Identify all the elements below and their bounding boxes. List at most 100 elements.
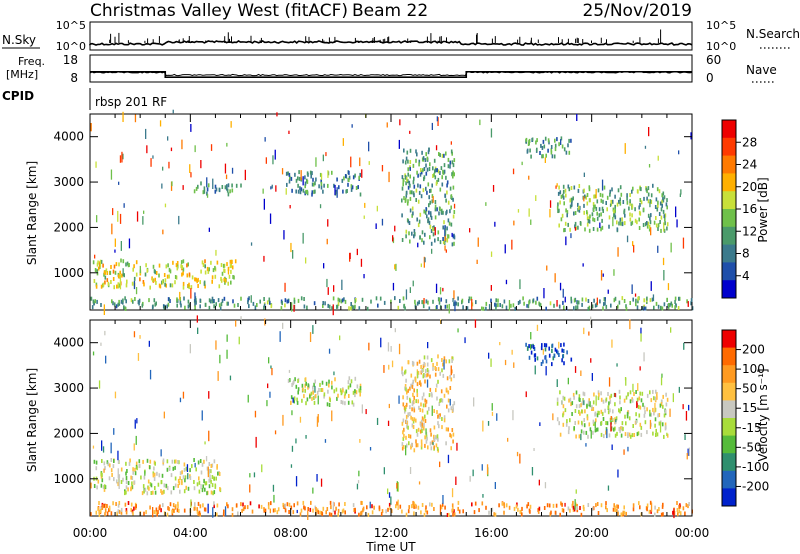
- data-cell: [434, 204, 437, 209]
- data-cell: [661, 193, 663, 198]
- data-cell: [128, 461, 131, 466]
- data-cell: [124, 502, 127, 507]
- noise-cell: [120, 241, 122, 251]
- data-cell: [314, 394, 317, 399]
- data-cell: [402, 372, 404, 377]
- data-cell: [166, 467, 169, 472]
- data-cell: [203, 186, 206, 191]
- noise-cell: [90, 482, 92, 489]
- colorbar-tick-label: -15: [742, 421, 762, 435]
- noise-cell: [316, 474, 318, 482]
- data-cell: [519, 299, 521, 304]
- data-cell: [405, 193, 408, 198]
- data-cell: [312, 182, 315, 187]
- data-cell: [649, 199, 652, 204]
- data-cell: [305, 401, 307, 406]
- colorbar-segment: [722, 453, 736, 472]
- data-cell: [645, 187, 648, 192]
- data-cell: [582, 504, 585, 509]
- data-cell: [653, 305, 655, 310]
- data-cell: [550, 510, 552, 515]
- data-cell: [328, 383, 330, 388]
- data-cell: [439, 187, 442, 192]
- data-cell: [93, 279, 96, 283]
- data-cell: [185, 485, 187, 490]
- noise-cell: [317, 414, 319, 423]
- data-cell: [558, 304, 561, 309]
- data-cell: [231, 183, 233, 188]
- data-cell: [174, 459, 176, 464]
- cpid-value: rbsp 201 RF: [95, 95, 167, 109]
- data-cell: [297, 379, 299, 383]
- data-cell: [617, 304, 619, 309]
- data-cell: [168, 507, 170, 512]
- data-cell: [172, 466, 175, 471]
- data-cell: [627, 392, 629, 397]
- data-cell: [344, 174, 347, 178]
- data-cell: [497, 298, 499, 303]
- data-cell: [632, 297, 634, 302]
- data-cell: [156, 512, 158, 517]
- data-cell: [264, 508, 267, 513]
- data-cell: [437, 230, 440, 235]
- data-cell: [666, 222, 669, 227]
- data-cell: [570, 299, 573, 304]
- data-cell: [447, 164, 450, 169]
- data-cell: [206, 466, 209, 471]
- data-cell: [648, 509, 651, 514]
- data-cell: [461, 298, 464, 303]
- noise-cell: [389, 506, 391, 510]
- data-cell: [589, 198, 591, 203]
- data-cell: [203, 507, 206, 512]
- data-cell: [654, 423, 656, 428]
- station-title: Christmas Valley West (fitACF): [90, 1, 348, 21]
- data-cell: [447, 200, 450, 205]
- velocity-colorbar-label: Velocity [m s⁻¹]: [756, 368, 770, 461]
- noise-cell: [564, 502, 566, 507]
- colorbar-tick-label: -100: [742, 460, 769, 474]
- data-cell: [193, 189, 196, 194]
- noise-cell: [99, 259, 102, 268]
- data-cell: [198, 489, 201, 494]
- noise-cell: [512, 410, 514, 421]
- data-cell: [503, 502, 505, 507]
- data-cell: [144, 272, 147, 277]
- data-cell: [300, 508, 303, 513]
- data-cell: [220, 263, 223, 267]
- data-cell: [296, 400, 299, 405]
- noise-cell: [349, 252, 351, 259]
- data-cell: [133, 264, 135, 269]
- data-cell: [223, 296, 226, 301]
- data-cell: [446, 404, 448, 409]
- noise-cell: [254, 410, 257, 418]
- data-cell: [565, 193, 567, 198]
- data-cell: [287, 378, 290, 383]
- data-cell: [571, 202, 573, 206]
- data-cell: [402, 418, 405, 423]
- data-cell: [169, 502, 172, 507]
- data-cell: [660, 215, 663, 220]
- data-cell: [130, 507, 132, 512]
- data-cell: [678, 509, 681, 514]
- data-cell: [179, 476, 181, 481]
- data-cell: [558, 353, 560, 357]
- data-cell: [152, 264, 155, 269]
- data-cell: [276, 510, 279, 515]
- data-cell: [427, 372, 429, 377]
- data-cell: [654, 505, 656, 510]
- data-cell: [143, 511, 145, 516]
- data-cell: [659, 201, 662, 206]
- noise-cell: [92, 351, 95, 356]
- data-cell: [545, 153, 547, 158]
- data-cell: [439, 207, 441, 211]
- noise-cell: [135, 287, 138, 295]
- data-cell: [150, 483, 153, 488]
- noise-cell: [545, 366, 547, 376]
- data-cell: [471, 302, 474, 307]
- data-cell: [167, 263, 169, 268]
- data-cell: [258, 504, 260, 509]
- data-cell: [293, 299, 296, 304]
- data-cell: [221, 298, 224, 303]
- data-cell: [337, 508, 340, 513]
- data-cell: [409, 405, 411, 410]
